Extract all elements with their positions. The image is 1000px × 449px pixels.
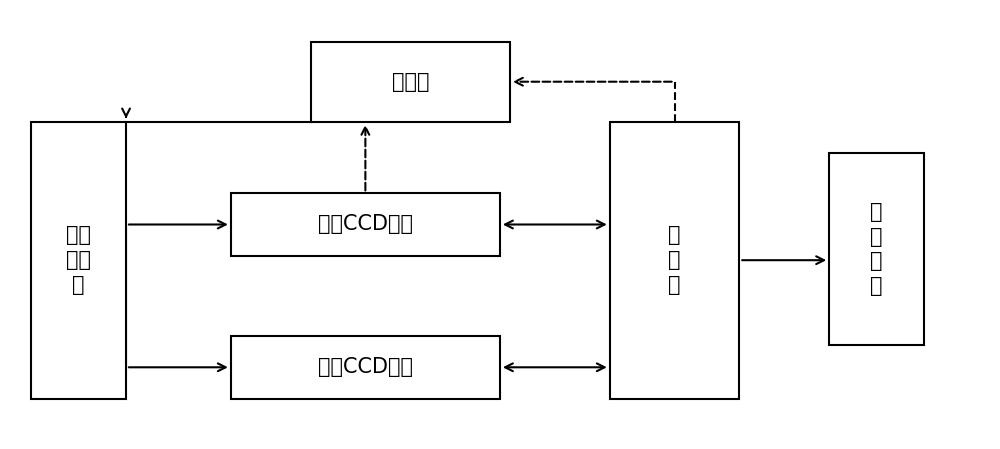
- Text: 光电
探测
器: 光电 探测 器: [66, 225, 91, 295]
- Text: 控
制
器: 控 制 器: [668, 225, 681, 295]
- Bar: [829, 153, 924, 345]
- Bar: [31, 122, 126, 399]
- Bar: [311, 42, 510, 122]
- Bar: [231, 336, 500, 399]
- Bar: [610, 122, 739, 399]
- Text: 第一CCD相机: 第一CCD相机: [318, 215, 413, 234]
- Text: 直
线
导
轨: 直 线 导 轨: [870, 202, 883, 296]
- Text: 第二CCD相机: 第二CCD相机: [318, 357, 413, 377]
- Bar: [231, 193, 500, 256]
- Text: 激光器: 激光器: [392, 72, 429, 92]
